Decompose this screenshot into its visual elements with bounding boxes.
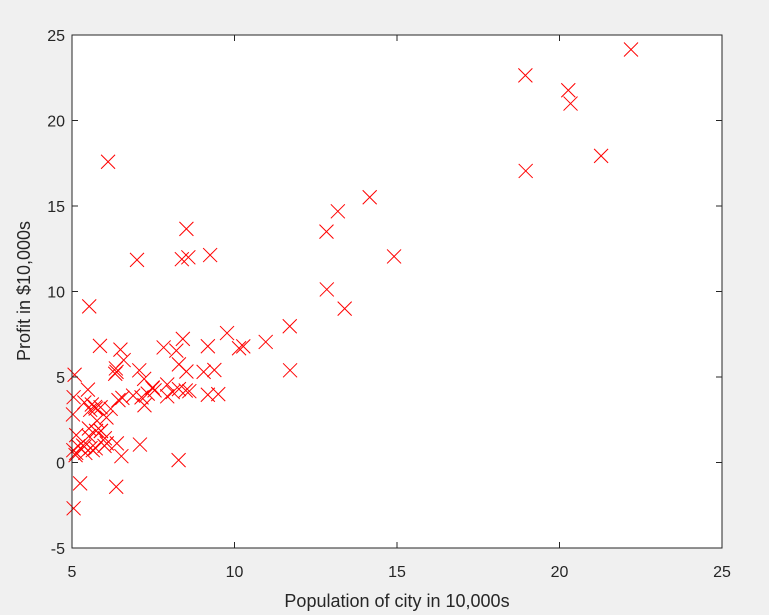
data-point-x-marker (179, 221, 194, 237)
data-point-x-marker (72, 476, 88, 491)
data-point-x-marker (67, 367, 82, 383)
data-point-x-marker (65, 407, 81, 422)
data-point-x-marker (593, 148, 609, 164)
data-point-x-marker (282, 318, 298, 334)
data-point-x-marker (174, 251, 190, 267)
data-point-x-marker (81, 299, 97, 314)
data-point-x-marker (80, 382, 96, 398)
data-point-x-marker (125, 388, 141, 403)
data-point-x-marker (235, 339, 251, 354)
data-point-x-marker (111, 392, 126, 408)
data-point-x-marker (147, 382, 162, 398)
data-point-x-marker (81, 428, 97, 444)
data-point-x-marker (82, 402, 98, 418)
data-point-x-marker (83, 440, 98, 456)
x-tick-label: 5 (68, 564, 77, 581)
data-point-x-marker (136, 371, 152, 387)
data-point-x-marker (210, 386, 226, 402)
data-point-x-marker (107, 366, 123, 382)
data-point-x-marker (518, 68, 533, 83)
x-tick-label: 25 (713, 564, 731, 581)
data-point-x-marker (87, 399, 103, 415)
data-point-x-marker (159, 388, 175, 404)
data-point-x-marker (386, 249, 402, 264)
data-point-x-marker (362, 189, 378, 205)
data-point-x-marker (171, 452, 186, 468)
y-axis-label: Profit in $10,000s (14, 221, 34, 361)
data-point-x-marker (156, 340, 172, 355)
data-point-x-marker (171, 356, 187, 372)
x-axis-label: Population of city in 10,000s (284, 591, 509, 611)
data-point-x-marker (108, 479, 124, 495)
data-point-x-marker (134, 389, 149, 405)
data-point-x-marker (202, 247, 218, 263)
data-point-x-marker (330, 203, 346, 219)
data-point-x-marker (137, 397, 152, 413)
data-point-x-marker (181, 383, 197, 399)
data-point-x-marker (258, 334, 274, 350)
data-point-x-marker (100, 154, 116, 170)
data-point-x-marker (175, 331, 191, 347)
plot-area (72, 35, 722, 548)
data-point-x-marker (131, 362, 147, 378)
data-point-x-marker (97, 430, 113, 446)
data-points (65, 42, 639, 516)
data-point-x-marker (560, 82, 576, 98)
data-point-x-marker (180, 249, 196, 265)
data-point-x-marker (108, 361, 124, 376)
data-point-x-marker (93, 399, 108, 415)
data-point-x-marker (76, 439, 92, 454)
x-tick-label: 20 (551, 564, 569, 581)
x-tick-label: 15 (388, 564, 406, 581)
x-axis-ticks: 5 10 15 20 25 (68, 35, 731, 581)
data-point-x-marker (66, 500, 81, 516)
data-point-x-marker (168, 343, 184, 359)
data-point-x-marker (115, 390, 130, 406)
data-point-x-marker (319, 282, 335, 297)
data-point-x-marker (319, 224, 334, 240)
y-tick-label: 15 (47, 199, 65, 216)
data-point-x-marker (231, 340, 247, 356)
y-tick-label: 20 (47, 114, 65, 131)
data-point-x-marker (219, 325, 235, 341)
data-point-x-marker (103, 401, 119, 417)
data-point-x-marker (92, 338, 108, 354)
y-tick-label: 0 (56, 456, 65, 473)
data-point-x-marker (171, 381, 187, 397)
data-point-x-marker (196, 364, 211, 380)
data-point-x-marker (178, 383, 194, 398)
y-tick-label: 25 (47, 28, 65, 45)
data-point-x-marker (84, 397, 100, 412)
data-point-x-marker (337, 301, 353, 316)
data-point-x-marker (200, 338, 216, 354)
y-axis-ticks: -5 0 5 10 15 20 25 (47, 28, 722, 558)
data-point-x-marker (93, 423, 109, 439)
data-point-x-marker (114, 448, 129, 464)
data-point-x-marker (159, 377, 175, 392)
data-point-x-marker (623, 42, 639, 57)
y-tick-label: 10 (47, 285, 65, 302)
data-point-x-marker (88, 423, 104, 439)
data-point-x-marker (99, 410, 114, 425)
data-point-x-marker (518, 163, 534, 179)
data-point-x-marker (99, 435, 115, 451)
data-point-x-marker (132, 437, 148, 452)
y-tick-label: -5 (51, 541, 65, 558)
y-tick-label: 5 (56, 370, 65, 387)
x-tick-label: 10 (226, 564, 244, 581)
data-point-x-marker (129, 252, 145, 268)
data-point-x-marker (109, 435, 125, 451)
data-point-x-marker (282, 362, 298, 378)
data-point-x-marker (113, 342, 128, 357)
data-point-x-marker (563, 96, 578, 111)
data-point-x-marker (66, 389, 81, 405)
